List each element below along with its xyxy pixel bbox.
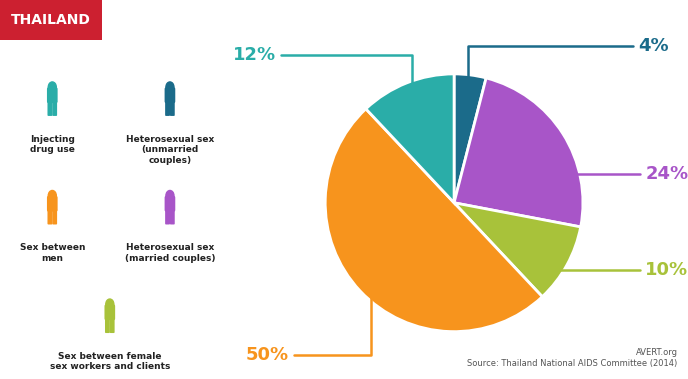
Wedge shape bbox=[454, 74, 486, 203]
FancyBboxPatch shape bbox=[164, 196, 175, 211]
FancyBboxPatch shape bbox=[105, 317, 110, 333]
Text: Injecting
drug use: Injecting drug use bbox=[30, 135, 75, 154]
Text: AVERT.org
Source: Thailand National AIDS Committee (2014): AVERT.org Source: Thailand National AIDS… bbox=[467, 348, 678, 368]
Text: 24%: 24% bbox=[550, 145, 688, 183]
Bar bbox=[0, 0, 102, 40]
Text: THAILAND: THAILAND bbox=[11, 13, 91, 27]
Circle shape bbox=[166, 82, 174, 92]
FancyBboxPatch shape bbox=[52, 209, 57, 224]
Text: Heterosexual sex
(unmarried
couples): Heterosexual sex (unmarried couples) bbox=[126, 135, 214, 164]
Text: 12%: 12% bbox=[233, 45, 412, 94]
Text: Sex between female
sex workers and clients: Sex between female sex workers and clien… bbox=[50, 352, 170, 371]
FancyBboxPatch shape bbox=[170, 100, 175, 116]
Text: Projected new HIV infections by mode of transmission 2015-2019: Projected new HIV infections by mode of … bbox=[177, 13, 613, 27]
FancyBboxPatch shape bbox=[165, 100, 170, 116]
Circle shape bbox=[48, 82, 56, 92]
FancyBboxPatch shape bbox=[47, 209, 52, 224]
Circle shape bbox=[106, 299, 114, 310]
Text: 50%: 50% bbox=[246, 283, 372, 364]
FancyBboxPatch shape bbox=[47, 100, 52, 116]
Circle shape bbox=[48, 191, 56, 201]
Text: 10%: 10% bbox=[553, 260, 688, 279]
FancyBboxPatch shape bbox=[164, 87, 175, 103]
FancyBboxPatch shape bbox=[105, 304, 115, 320]
Wedge shape bbox=[454, 78, 583, 227]
Wedge shape bbox=[454, 203, 581, 297]
FancyBboxPatch shape bbox=[110, 317, 115, 333]
FancyBboxPatch shape bbox=[165, 209, 170, 224]
FancyBboxPatch shape bbox=[47, 196, 58, 211]
Wedge shape bbox=[325, 109, 542, 332]
FancyBboxPatch shape bbox=[170, 209, 175, 224]
Wedge shape bbox=[366, 74, 454, 203]
Text: Sex between
men: Sex between men bbox=[19, 243, 85, 263]
FancyBboxPatch shape bbox=[47, 87, 58, 103]
Text: Heterosexual sex
(married couples): Heterosexual sex (married couples) bbox=[125, 243, 215, 263]
Circle shape bbox=[166, 191, 174, 201]
FancyBboxPatch shape bbox=[52, 100, 57, 116]
Text: 4%: 4% bbox=[469, 36, 669, 88]
